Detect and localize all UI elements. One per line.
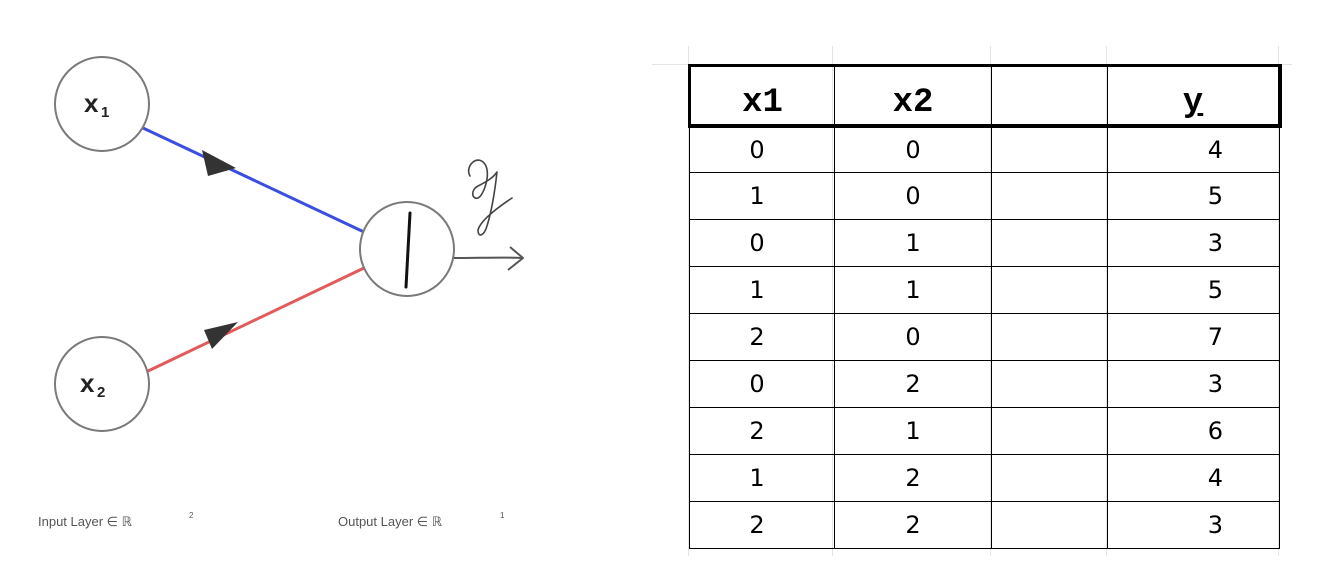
table-cell[interactable]: 2 (689, 501, 835, 549)
table-cell[interactable]: 3 (1107, 501, 1280, 549)
table-cell[interactable]: 0 (689, 125, 835, 173)
table-cell[interactable]: 4 (1107, 454, 1280, 502)
node-x1-letter: x (84, 88, 99, 118)
output-layer-dimension: 1 (500, 511, 505, 520)
table-cell[interactable]: 2 (834, 454, 992, 502)
header-y[interactable]: y (1107, 64, 1281, 127)
input-layer-dimension: 2 (189, 511, 194, 520)
node-output (359, 201, 455, 297)
table-cell[interactable]: 2 (689, 407, 835, 455)
gridline (688, 46, 689, 556)
table-cell[interactable]: 5 (1107, 172, 1280, 220)
edge-x2-output (145, 266, 365, 374)
header-x2[interactable]: x2 (834, 64, 992, 127)
table-cell[interactable] (991, 501, 1108, 549)
edge-x1-arrow-icon (202, 150, 236, 176)
handwritten-y-icon (467, 159, 513, 236)
node-x2-subscript: 2 (97, 384, 105, 401)
neural-network-diagram: x 1 x 2 y Input Layer ∈ ℝ 2 Output Layer… (0, 0, 524, 529)
table-cell[interactable]: 0 (834, 125, 992, 173)
table-cell[interactable] (991, 454, 1108, 502)
output-layer-label: Output Layer ∈ ℝ (338, 514, 443, 529)
output-arrow: y (0, 0, 524, 271)
table-cell[interactable] (991, 360, 1108, 408)
table-cell[interactable]: 2 (834, 501, 992, 549)
table-cell[interactable] (991, 219, 1108, 267)
table-cell[interactable]: 3 (1107, 219, 1280, 267)
table-cell[interactable]: 1 (834, 266, 992, 314)
output-stroke-icon (404, 211, 412, 289)
input-layer-label: Input Layer ∈ ℝ (38, 514, 133, 529)
table-cell[interactable]: 1 (689, 266, 835, 314)
node-x1: x 1 (54, 56, 150, 152)
header-empty[interactable] (991, 64, 1108, 127)
output-arrowhead-icon (507, 246, 524, 271)
table-cell[interactable]: 1 (834, 407, 992, 455)
table-cell[interactable]: 1 (689, 172, 835, 220)
header-x1[interactable]: x1 (688, 64, 835, 127)
table-cell[interactable]: 1 (689, 454, 835, 502)
header-y-label: y (1182, 84, 1204, 122)
table-cell[interactable] (991, 125, 1108, 173)
output-label: y (0, 0, 1, 1)
table-cell[interactable]: 0 (689, 360, 835, 408)
node-x2: x 2 (54, 336, 150, 432)
gridline (652, 64, 1292, 65)
node-x1-subscript: 1 (101, 104, 109, 121)
table-cell[interactable]: 2 (834, 360, 992, 408)
table-cell[interactable]: 2 (689, 313, 835, 361)
edge-x2-arrow-icon (204, 322, 238, 349)
table-cell[interactable]: 7 (1107, 313, 1280, 361)
table-cell[interactable]: 0 (834, 313, 992, 361)
table-cell[interactable]: 6 (1107, 407, 1280, 455)
table-cell[interactable]: 0 (834, 172, 992, 220)
table-cell[interactable] (991, 172, 1108, 220)
edge-x1-output (142, 126, 365, 234)
table-cell[interactable]: 3 (1107, 360, 1280, 408)
table-cell[interactable]: 1 (834, 219, 992, 267)
node-x2-letter: x (80, 368, 95, 398)
table-header-row: x1 x2 y (687, 63, 1282, 128)
table-cell[interactable] (991, 313, 1108, 361)
table-cell[interactable]: 0 (689, 219, 835, 267)
table-cell[interactable]: 5 (1107, 266, 1280, 314)
table-cell[interactable] (991, 407, 1108, 455)
table-cell[interactable]: 4 (1107, 125, 1280, 173)
table-cell[interactable] (991, 266, 1108, 314)
